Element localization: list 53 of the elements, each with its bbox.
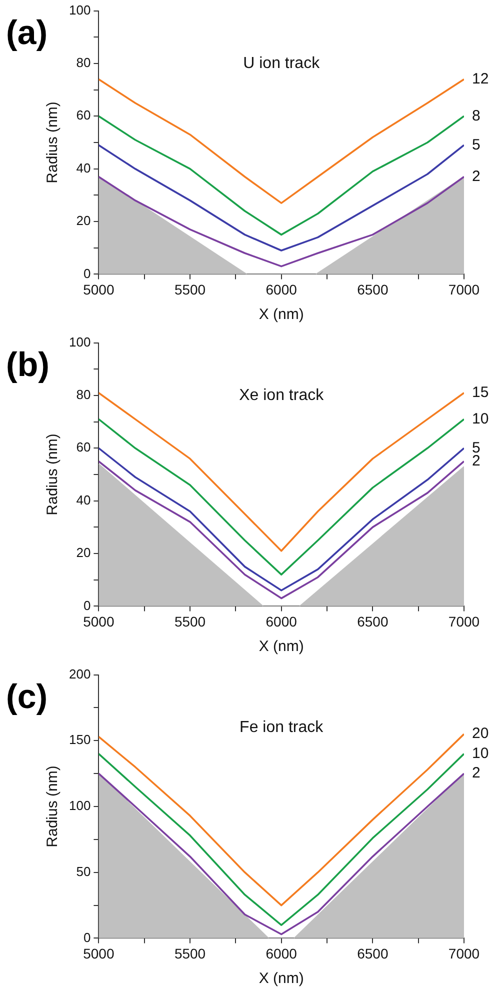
x-tick-label: 7000 bbox=[448, 613, 480, 630]
series-label: 2 bbox=[472, 764, 480, 782]
x-tick-label: 6000 bbox=[266, 281, 298, 298]
y-tick-label: 20 bbox=[76, 213, 91, 228]
y-tick-label: 150 bbox=[68, 732, 91, 748]
series-label: 20 bbox=[472, 725, 489, 742]
series-label: 15 bbox=[472, 384, 489, 401]
series-label: 10 bbox=[472, 410, 489, 428]
x-tick-label: 6500 bbox=[357, 945, 388, 962]
x-tick-label: 7000 bbox=[448, 945, 480, 962]
x-axis-title: X (nm) bbox=[258, 970, 304, 988]
x-axis-title: X (nm) bbox=[258, 306, 304, 324]
y-axis-title: Radius (nm) bbox=[44, 766, 62, 848]
x-tick-label: 6000 bbox=[266, 945, 298, 962]
y-tick-label: 0 bbox=[83, 598, 91, 613]
y-tick-label: 100 bbox=[68, 334, 91, 350]
y-tick-label: 200 bbox=[68, 666, 91, 682]
text: (b) bbox=[6, 346, 50, 385]
x-tick-label: 7000 bbox=[448, 281, 480, 298]
y-tick-label: 100 bbox=[68, 798, 91, 814]
text: (c) bbox=[6, 678, 48, 717]
x-axis-title: X (nm) bbox=[258, 638, 304, 656]
y-tick-label: 0 bbox=[83, 266, 91, 281]
x-tick-label: 6500 bbox=[357, 281, 388, 298]
series-label: 5 bbox=[472, 136, 480, 154]
y-tick-label: 50 bbox=[76, 864, 91, 879]
y-tick-label: 100 bbox=[68, 2, 91, 18]
x-tick-label: 5000 bbox=[83, 613, 114, 630]
y-tick-label: 0 bbox=[83, 930, 91, 945]
y-axis-title: Radius (nm) bbox=[44, 434, 62, 516]
x-tick-label: 5000 bbox=[83, 281, 114, 298]
y-axis-title: Radius (nm) bbox=[44, 102, 62, 184]
text: Xe ion track bbox=[239, 386, 325, 404]
text: U ion track bbox=[243, 54, 321, 72]
y-tick-label: 80 bbox=[76, 387, 91, 402]
y-tick-label: 40 bbox=[76, 492, 91, 508]
x-tick-label: 5500 bbox=[174, 613, 206, 630]
x-tick-label: 5500 bbox=[174, 281, 206, 298]
series-label: 10 bbox=[472, 744, 489, 762]
series-label: 12 bbox=[472, 70, 489, 88]
y-tick-label: 20 bbox=[76, 545, 91, 560]
text: Fe ion track bbox=[240, 718, 324, 736]
x-tick-label: 6000 bbox=[266, 613, 298, 630]
x-tick-label: 5500 bbox=[174, 945, 206, 962]
y-tick-label: 60 bbox=[76, 108, 91, 123]
series-label: 2 bbox=[472, 168, 480, 185]
y-tick-label: 40 bbox=[76, 160, 91, 176]
text: (a) bbox=[6, 14, 48, 53]
y-tick-label: 80 bbox=[76, 55, 91, 70]
y-tick-label: 60 bbox=[76, 440, 91, 455]
series-label: 8 bbox=[472, 107, 480, 124]
x-tick-label: 6500 bbox=[357, 613, 388, 630]
x-tick-label: 5000 bbox=[83, 945, 114, 962]
